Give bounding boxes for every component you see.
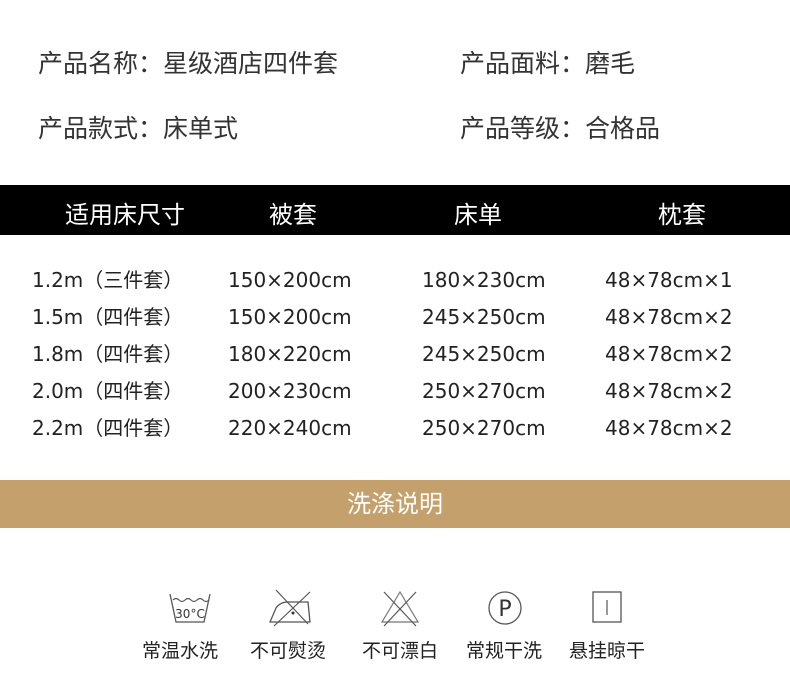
cell-sheet-size: 180×230cm [422,268,546,292]
wash-30c-icon: 30°C [169,593,211,623]
svg-text:P: P [498,597,511,622]
cell-pillowcase-size: 48×78cm×2 [605,342,733,366]
header-bed-size: 适用床尺寸 [65,201,185,229]
product-grade: 产品等级：合格品 [460,114,661,143]
care-label-no-bleach: 不可漂白 [361,640,439,662]
cell-duvet-size: 200×230cm [228,379,352,403]
cell-sheet-size: 245×250cm [422,305,546,329]
line-dry-icon [592,591,622,623]
care-label-dry-clean: 常规干洗 [465,640,543,662]
cell-bed-size: 1.2m（三件套） [32,268,184,292]
product-style: 产品款式：床单式 [38,114,239,143]
cell-sheet-size: 245×250cm [422,342,546,366]
cell-pillowcase-size: 48×78cm×2 [605,379,733,403]
product-fabric: 产品面料：磨毛 [460,49,636,78]
cell-duvet-size: 150×200cm [228,305,352,329]
cell-sheet-size: 250×270cm [422,416,546,440]
cell-bed-size: 1.8m（四件套） [32,342,184,366]
header-duvet: 被套 [269,201,317,229]
cell-sheet-size: 250×270cm [422,379,546,403]
cell-pillowcase-size: 48×78cm×2 [605,416,733,440]
cell-pillowcase-size: 48×78cm×2 [605,305,733,329]
cell-bed-size: 1.5m（四件套） [32,305,184,329]
header-pillowcase: 枕套 [658,201,706,229]
cell-bed-size: 2.2m（四件套） [32,416,184,440]
wash-temp: 30°C [175,607,205,621]
no-iron-icon [269,589,311,627]
table-header: 适用床尺寸 被套 床单 枕套 [0,185,790,235]
header-sheet: 床单 [454,201,502,229]
no-bleach-icon [380,590,420,627]
care-title: 洗涤说明 [0,480,790,528]
care-label-no-iron: 不可熨烫 [249,640,327,662]
care-label-wash: 常温水洗 [141,640,219,662]
cell-bed-size: 2.0m（四件套） [32,379,184,403]
cell-duvet-size: 150×200cm [228,268,352,292]
cell-pillowcase-size: 48×78cm×1 [605,268,733,292]
dry-clean-p-icon: P [488,591,522,625]
product-name: 产品名称：星级酒店四件套 [38,49,339,78]
cell-duvet-size: 180×220cm [228,342,352,366]
care-label-line-dry: 悬挂晾干 [568,640,646,662]
cell-duvet-size: 220×240cm [228,416,352,440]
